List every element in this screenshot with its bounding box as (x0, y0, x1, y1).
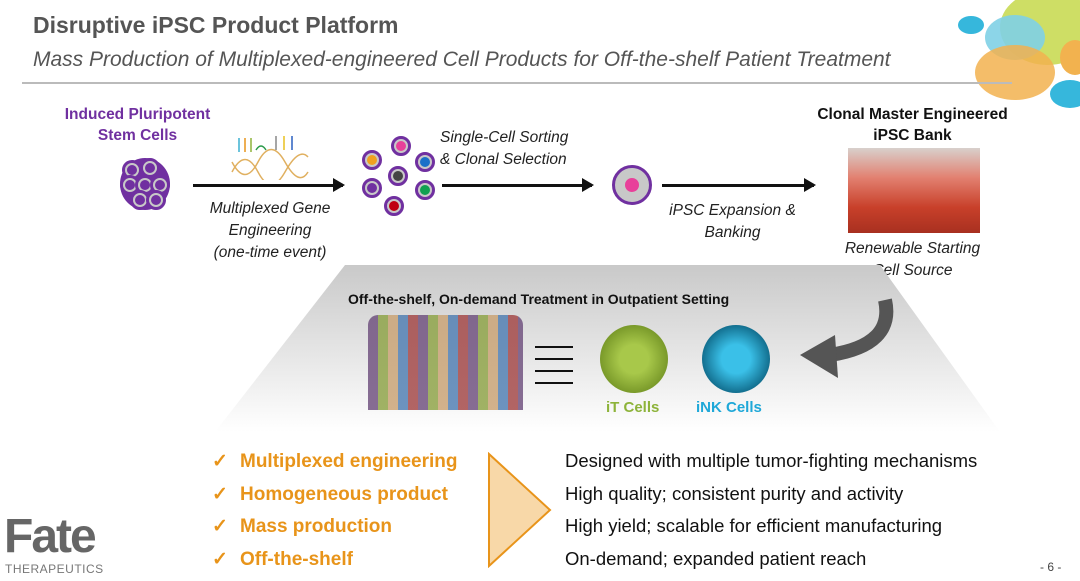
renewable-label: Renewable Starting Cell Source (844, 240, 981, 279)
benefit-item: ✓ Multiplexed engineering (212, 451, 458, 472)
arrow-expansion (662, 178, 816, 192)
slide-subtitle: Mass Production of Multiplexed-engineere… (33, 48, 891, 71)
ink-cells-icon (702, 325, 770, 393)
title-divider (22, 82, 1012, 84)
benefit-item: ✓ Homogeneous product (212, 484, 448, 505)
fate-logo-subtitle: THERAPEUTICS (5, 562, 104, 576)
benefit-item: ✓ Off-the-shelf (212, 549, 353, 570)
arrow-gene-engineering (193, 178, 345, 192)
arrow-sorting (442, 178, 594, 192)
ipsc-bank-label: Clonal Master Engineered iPSC Bank (817, 106, 1008, 144)
gene-engineering-label: Multiplexed Gene Engineering (one-time eve… (209, 200, 331, 261)
fate-logo: Fate (4, 510, 97, 563)
ipsc-label: Induced Pluripotent Stem Cells (64, 106, 211, 144)
ink-cells-label: iNK Cells (696, 399, 762, 416)
benefit-description: High quality; consistent purity and acti… (565, 483, 904, 504)
expansion-label: iPSC Expansion & Banking (669, 202, 796, 241)
single-cell-icon (612, 165, 652, 205)
ipsc-bank-photo (848, 148, 980, 233)
page-number: - 6 - (1040, 560, 1062, 574)
benefit-description: Designed with multiple tumor-fighting me… (565, 450, 978, 471)
patients-crowd-image (368, 315, 523, 410)
dna-editing-icon (231, 136, 309, 180)
slide-title: Disruptive iPSC Product Platform (33, 12, 399, 38)
treatment-title: Off-the-shelf, On-demand Treatment in Ou… (348, 291, 730, 307)
it-cells-label: iT Cells (606, 399, 660, 416)
benefit-description: On-demand; expanded patient reach (565, 548, 867, 569)
triangle-arrow-icon (488, 452, 552, 568)
benefit-item: ✓ Mass production (212, 516, 393, 537)
it-cells-icon (600, 325, 668, 393)
benefit-description: High yield; scalable for efficient manuf… (565, 515, 943, 536)
sorting-label: Single-Cell Sorting & Clonal Selection (440, 129, 569, 168)
